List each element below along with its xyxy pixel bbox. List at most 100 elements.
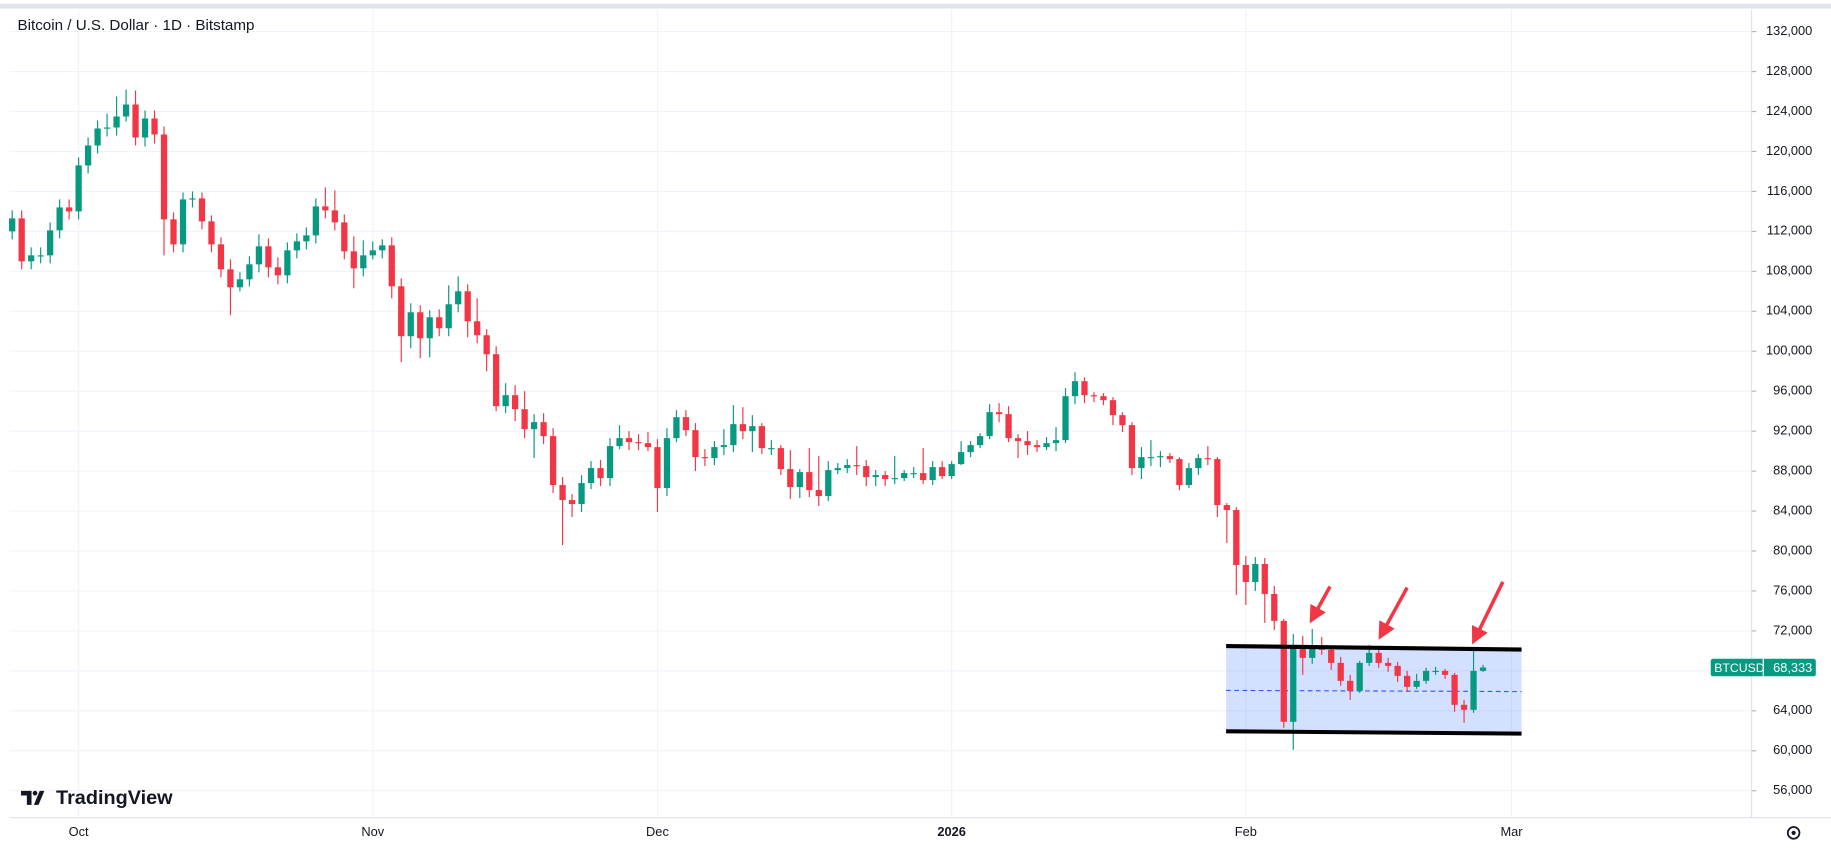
candle-body <box>1479 667 1487 671</box>
candle-body <box>84 145 92 166</box>
candle-body <box>796 472 803 488</box>
candle-body <box>1299 645 1306 658</box>
candle-body <box>75 165 82 212</box>
candle-body <box>1071 381 1079 397</box>
candle-body <box>217 244 225 270</box>
candle-body <box>274 267 282 276</box>
candle-body <box>863 466 870 478</box>
support-line[interactable] <box>1226 729 1522 736</box>
candle-body <box>236 279 244 288</box>
candle-body <box>445 304 452 329</box>
candle-body <box>511 395 519 410</box>
candle-body <box>568 500 576 505</box>
candle-body <box>407 312 414 337</box>
x-tick-label: Nov <box>361 824 384 839</box>
candle-body <box>303 235 310 242</box>
candle-body <box>1138 457 1145 469</box>
candle-body <box>284 250 291 276</box>
candle-body <box>1176 459 1183 486</box>
candle-body <box>1128 425 1136 469</box>
candle-body <box>483 335 490 355</box>
range-box[interactable] <box>1226 647 1522 733</box>
candle-body <box>141 118 149 138</box>
grid <box>9 9 1752 818</box>
candle-body <box>1451 674 1458 705</box>
candle-body <box>426 317 433 339</box>
brand-icon-dot <box>32 790 38 796</box>
x-tick-label: Dec <box>646 824 669 839</box>
candle-body <box>1328 649 1335 663</box>
candle-body <box>1119 415 1126 426</box>
candle-body <box>360 255 367 269</box>
candle-body <box>1109 400 1117 416</box>
candle-body <box>227 269 234 288</box>
candle-body <box>1214 459 1221 506</box>
brand-icon <box>21 790 45 805</box>
candle-body <box>948 464 955 477</box>
candle-body <box>189 198 196 200</box>
candle-body <box>132 104 139 138</box>
candle-body <box>1185 468 1193 486</box>
candle-body <box>882 475 889 480</box>
candle-body <box>331 210 338 223</box>
candle-body <box>967 445 974 453</box>
y-tick-label: 112,000 <box>1767 223 1812 238</box>
candle-body <box>1090 395 1098 397</box>
candle-body <box>701 457 709 459</box>
x-tick-label: Feb <box>1235 824 1257 839</box>
y-tick-label: 124,000 <box>1766 103 1812 118</box>
candle-body <box>47 230 54 256</box>
candle-body <box>1223 505 1230 511</box>
gear[interactable] <box>1786 826 1801 840</box>
candle-body <box>1100 396 1107 401</box>
resistance-line[interactable] <box>1226 643 1522 652</box>
candle-body <box>208 221 215 245</box>
candle-body <box>540 422 547 437</box>
y-tick-label: 132,000 <box>1766 23 1812 38</box>
candle-body <box>635 442 642 444</box>
candle-body <box>644 443 652 448</box>
candle-body <box>559 485 566 501</box>
candle-body <box>1385 662 1392 666</box>
arrow[interactable] <box>1378 586 1409 640</box>
y-tick-label: 56,000 <box>1773 782 1812 797</box>
arrow[interactable] <box>1471 581 1505 645</box>
y-tick-label: 128,000 <box>1766 63 1812 78</box>
candle-body <box>436 317 443 329</box>
range-lines <box>1226 643 1522 736</box>
candle-body <box>749 426 756 432</box>
candle-body <box>1413 680 1420 687</box>
candle-body <box>597 468 604 479</box>
candle-body <box>1204 458 1211 460</box>
candle-body <box>1290 645 1297 722</box>
candle-body <box>692 430 699 458</box>
y-tick-label: 64,000 <box>1773 702 1812 717</box>
candle-body <box>160 134 168 220</box>
candle-body <box>493 354 500 407</box>
candle-body <box>1470 670 1477 710</box>
candle-body <box>1195 458 1202 469</box>
candle-body <box>872 475 879 478</box>
candle-body <box>1309 645 1316 658</box>
candle-body <box>939 467 946 477</box>
candle-body <box>1147 457 1155 459</box>
candle-body <box>198 198 206 222</box>
candle-body <box>1261 563 1268 594</box>
gear-center <box>1791 830 1796 835</box>
candle-body <box>1271 593 1278 621</box>
candle-body <box>1280 620 1287 722</box>
candle-body <box>986 412 993 437</box>
candle-body <box>417 312 424 339</box>
candle-body <box>1024 441 1031 446</box>
y-tick-label: 88,000 <box>1773 462 1812 477</box>
candle-body <box>151 118 158 135</box>
settings-icon[interactable] <box>1786 826 1801 840</box>
y-tick-label: 96,000 <box>1773 383 1812 398</box>
candle-body <box>578 483 585 505</box>
candle-body <box>1062 396 1069 441</box>
arrow[interactable] <box>1309 585 1332 624</box>
candle-body <box>901 473 908 479</box>
